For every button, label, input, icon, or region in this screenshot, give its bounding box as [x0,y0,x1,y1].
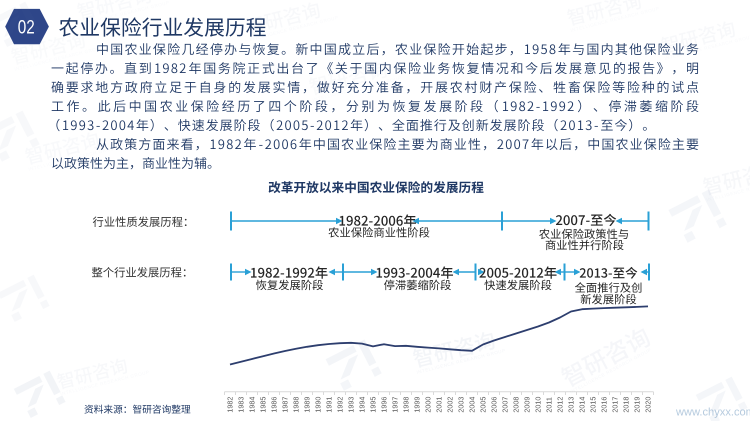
svg-text:1982: 1982 [226,397,235,413]
svg-text:2004: 2004 [468,397,477,413]
svg-text:2020: 2020 [644,397,653,413]
svg-text:1983: 1983 [237,397,246,413]
svg-text:2006: 2006 [490,397,499,413]
svg-text:2015: 2015 [589,397,598,413]
svg-text:1994: 1994 [358,397,367,413]
svg-text:2003: 2003 [457,397,466,413]
svg-text:2009: 2009 [523,397,532,413]
svg-text:1984: 1984 [248,397,257,413]
svg-text:2001: 2001 [435,397,444,413]
svg-text:www.chyxx.com: www.chyxx.com [675,407,750,419]
svg-text:2014: 2014 [578,397,587,413]
svg-text:1985: 1985 [259,397,268,413]
svg-text:1998: 1998 [402,397,411,413]
svg-text:2008: 2008 [512,397,521,413]
svg-text:1993: 1993 [347,397,356,413]
svg-text:1997: 1997 [391,397,400,413]
svg-text:1989: 1989 [303,397,312,413]
svg-text:2019: 2019 [633,397,642,413]
svg-text:2000: 2000 [424,397,433,413]
svg-text:1990: 1990 [314,397,323,413]
svg-text:2011: 2011 [545,397,554,412]
svg-text:2017: 2017 [611,397,620,413]
svg-text:2018: 2018 [622,397,631,413]
svg-text:2010: 2010 [534,397,543,413]
svg-text:2005: 2005 [479,397,488,413]
svg-text:2007: 2007 [501,397,510,413]
svg-text:2013: 2013 [567,397,576,413]
svg-text:02: 02 [18,17,35,38]
svg-text:1991: 1991 [325,397,334,413]
svg-text:1999: 1999 [413,397,422,413]
svg-text:1996: 1996 [380,397,389,413]
svg-text:1987: 1987 [281,397,290,413]
svg-text:1988: 1988 [292,397,301,413]
svg-text:INTELLIGENCE RESEARCH GROUP: INTELLIGENCE RESEARCH GROUP [569,347,652,394]
svg-text:1995: 1995 [369,397,378,413]
svg-text:2016: 2016 [600,397,609,413]
svg-text:1992: 1992 [336,397,345,413]
svg-text:2012: 2012 [556,397,565,413]
svg-text:1986: 1986 [270,397,279,413]
svg-text:2002: 2002 [446,397,455,413]
